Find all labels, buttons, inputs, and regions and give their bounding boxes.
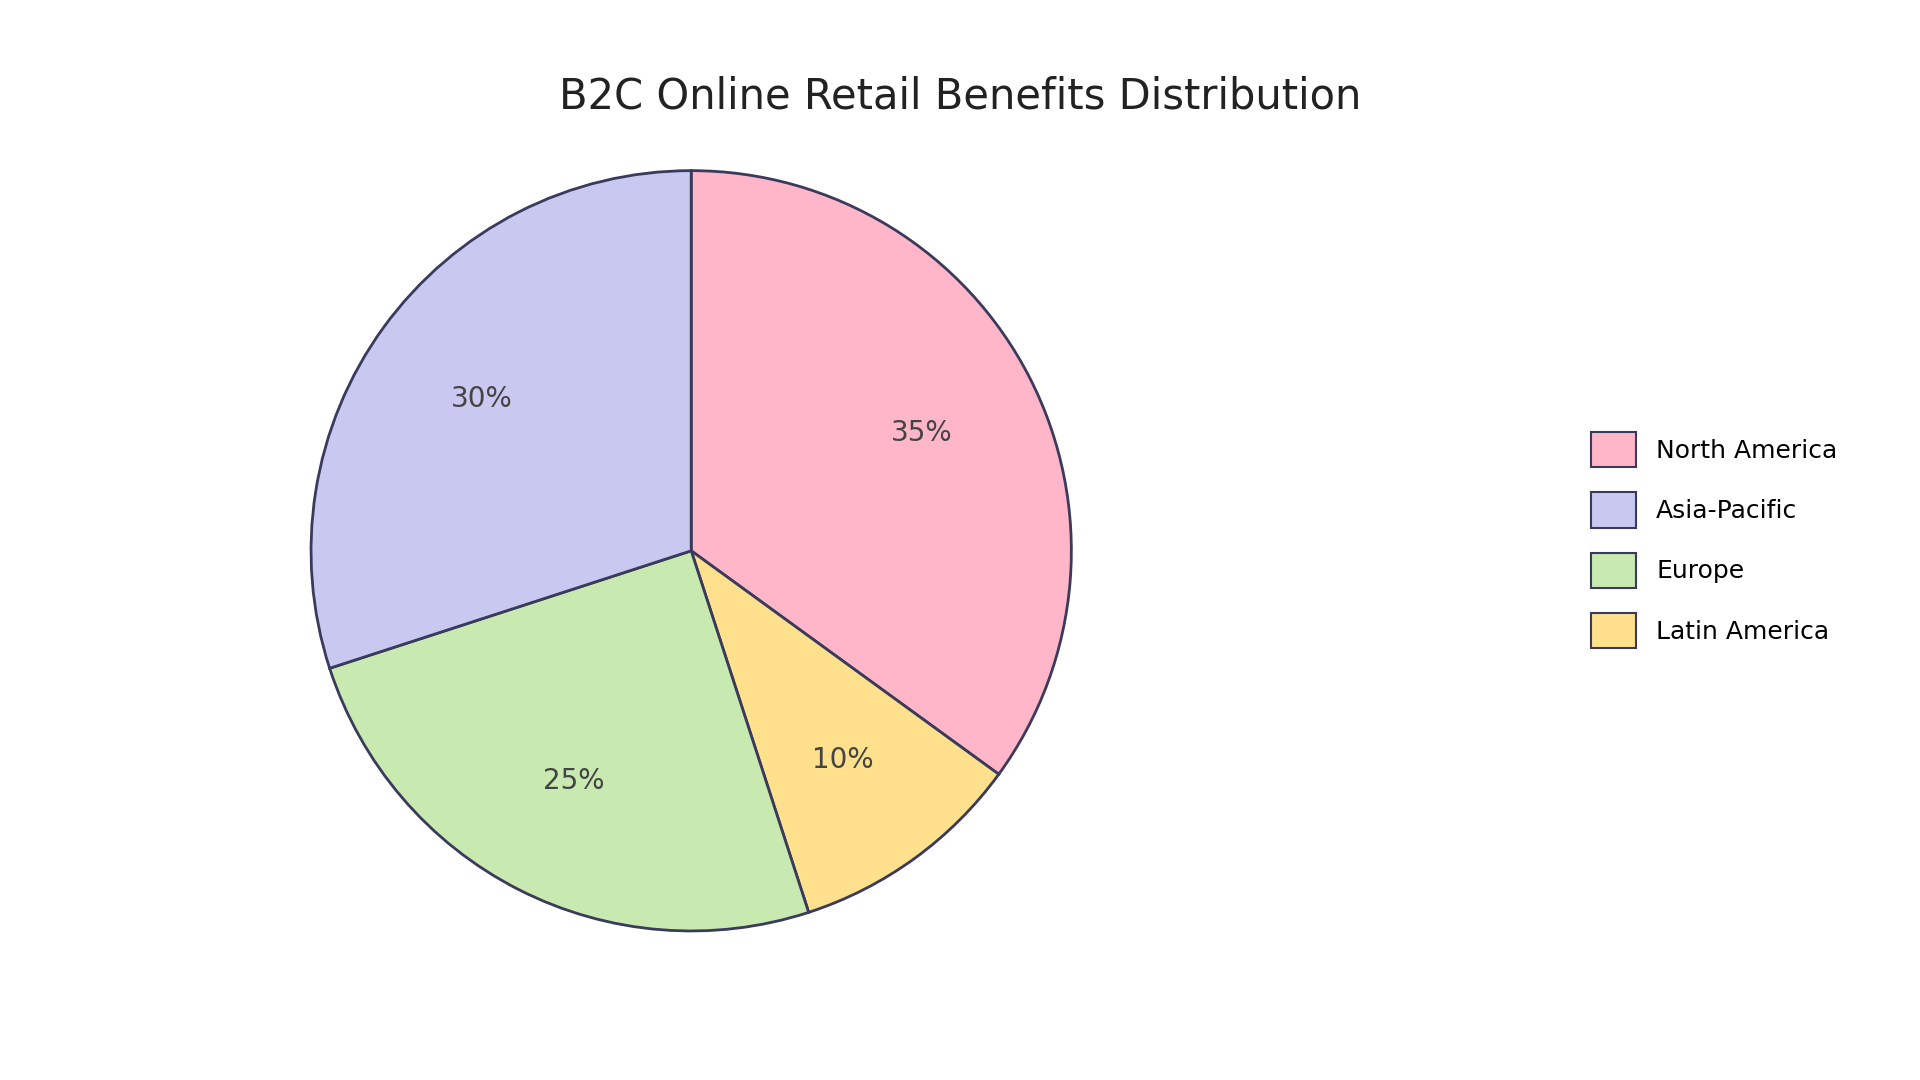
Text: 10%: 10% <box>812 746 874 774</box>
Wedge shape <box>691 551 998 913</box>
Wedge shape <box>330 551 808 931</box>
Wedge shape <box>691 171 1071 774</box>
Text: B2C Online Retail Benefits Distribution: B2C Online Retail Benefits Distribution <box>559 76 1361 118</box>
Wedge shape <box>311 171 691 669</box>
Legend: North America, Asia-Pacific, Europe, Latin America: North America, Asia-Pacific, Europe, Lat… <box>1578 419 1849 661</box>
Text: 30%: 30% <box>451 384 513 413</box>
Text: 25%: 25% <box>543 767 605 795</box>
Text: 35%: 35% <box>891 419 952 447</box>
